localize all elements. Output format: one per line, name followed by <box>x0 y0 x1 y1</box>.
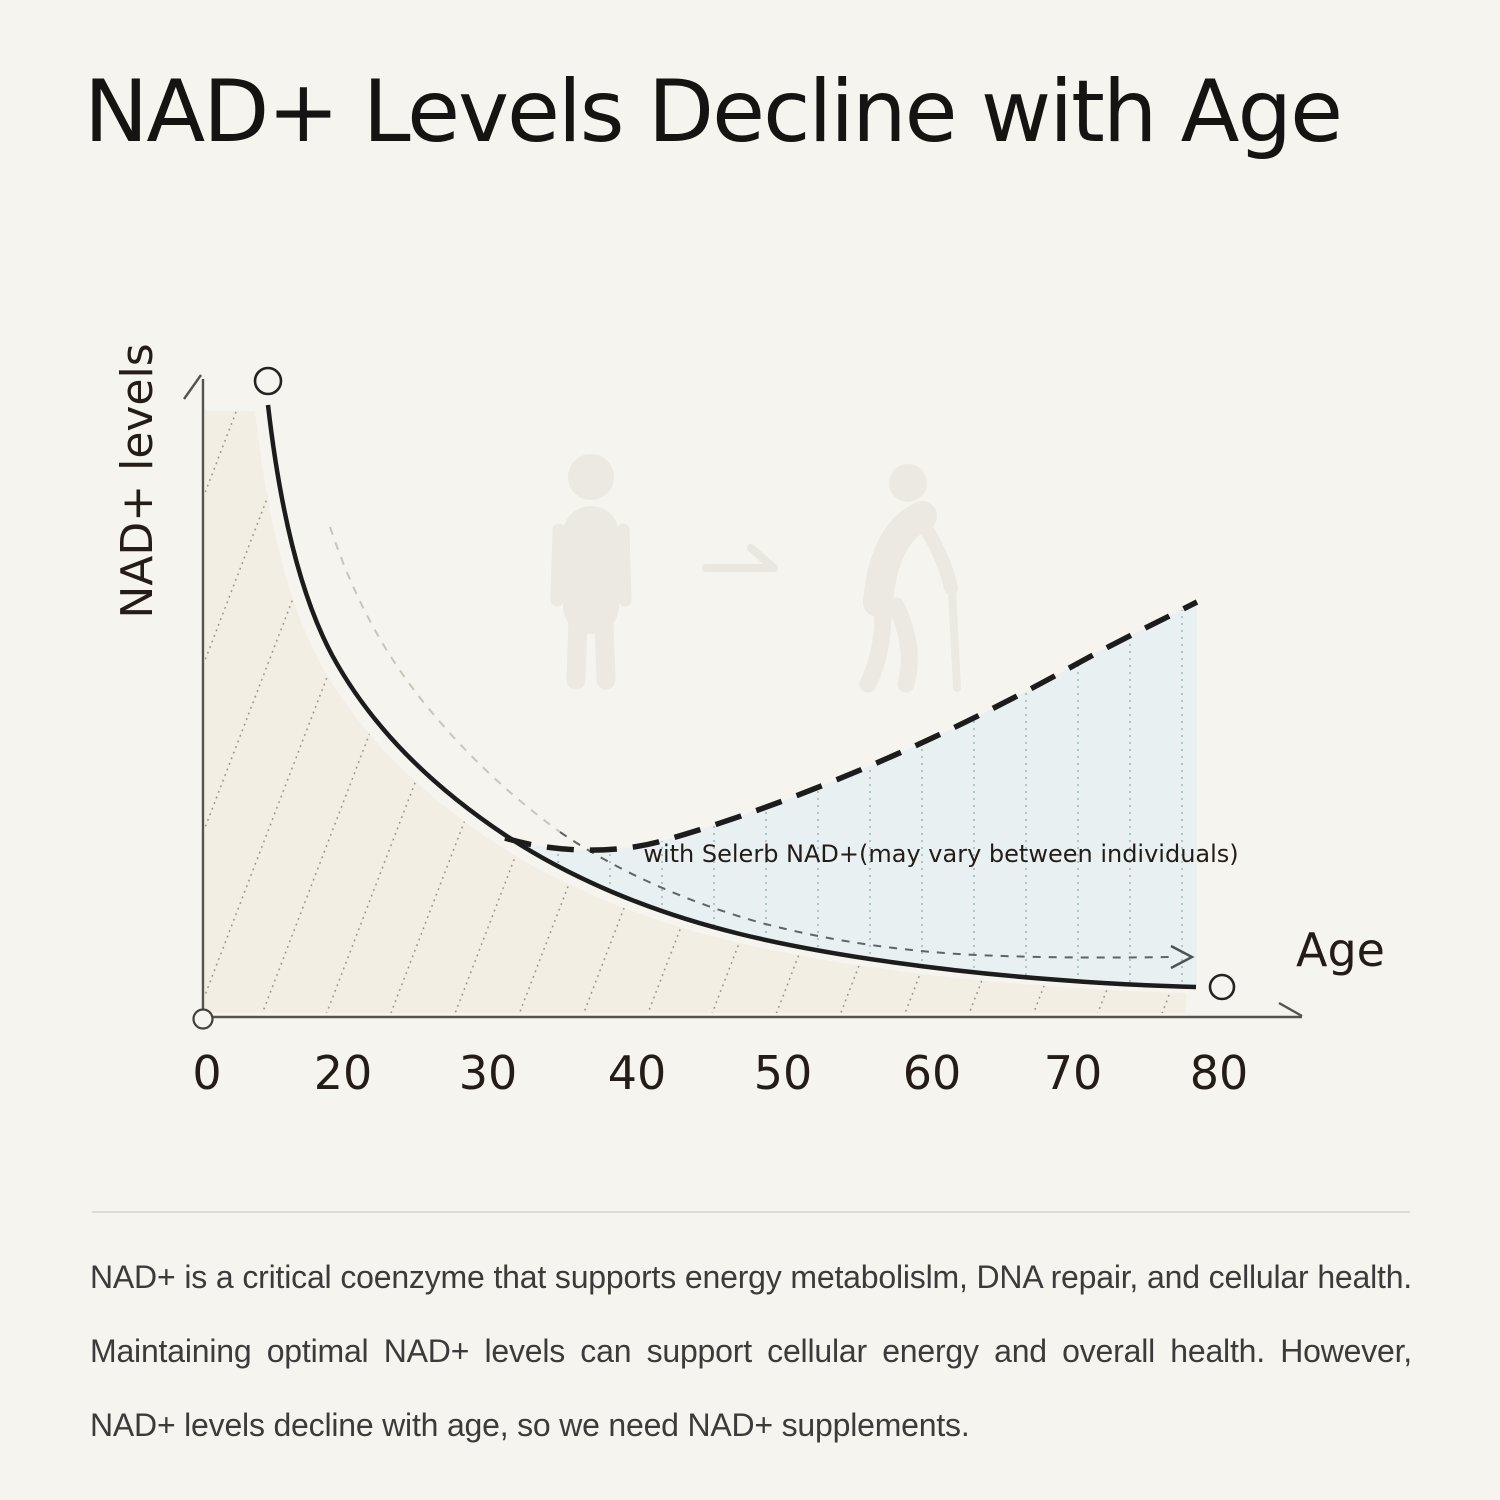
nad-decline-curve <box>265 404 1197 990</box>
x-axis-tick-labels: 0 20 30 40 50 60 70 80 <box>192 1046 1248 1100</box>
tick-label-60: 60 <box>903 1046 962 1100</box>
origin-marker <box>192 1008 214 1030</box>
tick-label-0: 0 <box>192 1046 221 1100</box>
page-title: NAD+ Levels Decline with Age <box>84 62 1343 162</box>
curve-end-marker <box>1208 973 1236 1001</box>
tick-label-30: 30 <box>459 1046 518 1100</box>
tick-label-80: 80 <box>1190 1046 1249 1100</box>
tick-label-70: 70 <box>1044 1046 1103 1100</box>
transition-arrow-icon <box>702 544 778 572</box>
tick-label-40: 40 <box>608 1046 667 1100</box>
y-axis-label: NAD+ levels <box>112 343 163 618</box>
y-axis-arrowhead-icon <box>183 374 202 400</box>
curve-start-marker <box>253 366 283 396</box>
projected-decline-curve-start <box>329 526 561 833</box>
description-paragraph: NAD+ is a critical coenzyme that support… <box>90 1259 1412 1443</box>
projected-decline-curve <box>559 831 1171 959</box>
young-person-icon <box>550 454 632 690</box>
x-axis-label: Age <box>1296 923 1385 977</box>
divider <box>92 1211 1410 1213</box>
tick-label-20: 20 <box>314 1046 373 1100</box>
elderly-person-icon <box>859 464 961 693</box>
x-axis-arrowhead-icon <box>1278 1001 1303 1018</box>
supplement-annotation: with Selerb NAD+(may vary between indivi… <box>643 840 1238 868</box>
tick-label-50: 50 <box>754 1046 813 1100</box>
projected-decline-arrowhead-icon <box>1170 944 1195 970</box>
